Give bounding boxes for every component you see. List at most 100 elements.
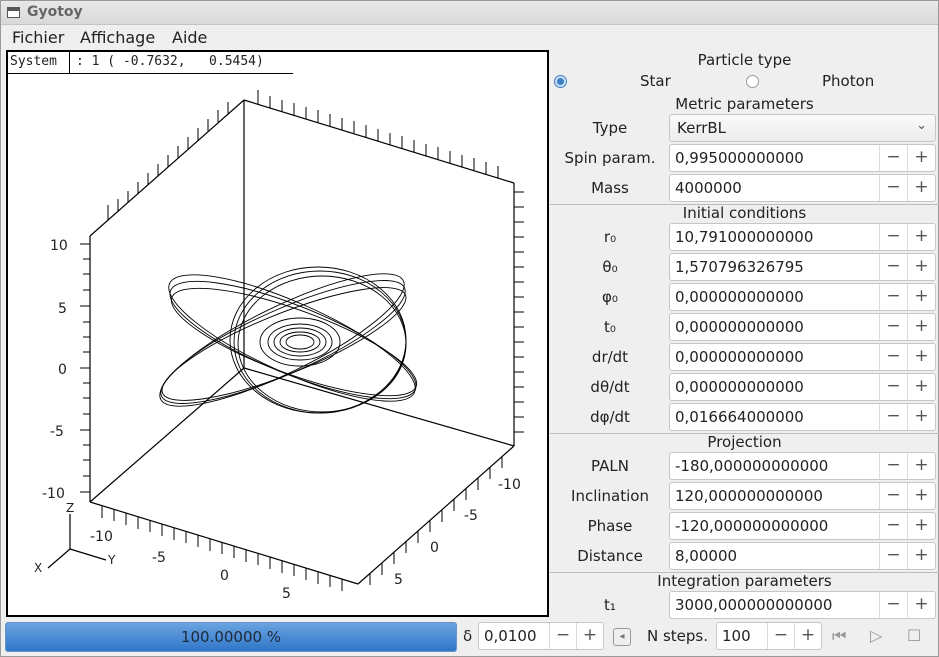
r0-value: 10,791000000000 (675, 228, 814, 246)
inclination-label: Inclination (571, 487, 649, 505)
dthetadt-field[interactable]: 0,000000000000 − + (669, 373, 936, 401)
t1-increment[interactable]: + (907, 592, 935, 618)
title-bar: Gyotoy (1, 1, 938, 25)
t1-decrement[interactable]: − (879, 592, 907, 618)
dphidt-field[interactable]: 0,016664000000 − + (669, 403, 936, 431)
box-edge (89, 99, 245, 237)
dphidt-increment[interactable]: + (907, 404, 935, 430)
t0-field[interactable]: 0,000000000000 − + (669, 313, 936, 341)
orbit-loop (229, 266, 407, 414)
t0-increment[interactable]: + (907, 314, 935, 340)
r0-label: r₀ (603, 228, 617, 246)
orbit-loop (161, 287, 407, 401)
distance-decrement[interactable]: − (879, 543, 907, 569)
radio-photon[interactable] (746, 75, 759, 88)
theta0-increment[interactable]: + (907, 254, 935, 280)
mass-increment[interactable]: + (907, 175, 935, 201)
radio-star[interactable] (554, 75, 567, 88)
drdt-decrement[interactable]: − (879, 344, 907, 370)
left-tick-label: 5 (282, 586, 291, 602)
orbit-plot[interactable]: 10 5 0 -5 -10 -10 -5 0 5 -10 -5 0 5 Z Y … (6, 50, 549, 617)
type-label: Type (592, 119, 628, 137)
phase-increment[interactable]: + (907, 513, 935, 539)
inclination-field[interactable]: 120,000000000000 − + (669, 482, 936, 510)
phi0-field[interactable]: 0,000000000000 − + (669, 283, 936, 311)
reset-icon[interactable]: ◂ (613, 628, 631, 646)
metric-type-select[interactable]: KerrBL ⌄ (669, 114, 936, 142)
spin-value: 0,995000000000 (675, 149, 804, 167)
paln-decrement[interactable]: − (879, 453, 907, 479)
dthetadt-increment[interactable]: + (907, 374, 935, 400)
orbit-core (259, 317, 341, 367)
t1-field[interactable]: 3000,000000000000 − + (669, 591, 936, 619)
dthetadt-label: dθ/dt (590, 378, 630, 396)
dphidt-decrement[interactable]: − (879, 404, 907, 430)
z-tick-label: 0 (58, 362, 67, 378)
r0-increment[interactable]: + (907, 224, 935, 250)
dthetadt-decrement[interactable]: − (879, 374, 907, 400)
nsteps-increment[interactable]: + (794, 623, 821, 649)
phase-decrement[interactable]: − (879, 513, 907, 539)
right-tick-label: 0 (430, 540, 439, 556)
r0-field[interactable]: 10,791000000000 − + (669, 223, 936, 251)
metric-title: Metric parameters (675, 95, 814, 113)
t0-decrement[interactable]: − (879, 314, 907, 340)
box-edge (243, 367, 515, 447)
nsteps-field[interactable]: 100 − + (716, 622, 822, 650)
paln-value: -180,000000000000 (675, 457, 829, 475)
r0-decrement[interactable]: − (879, 224, 907, 250)
menu-fichier[interactable]: Fichier (12, 28, 65, 47)
skip-back-icon[interactable]: ⏮ (832, 626, 847, 645)
section-divider (550, 204, 939, 205)
delta-value: 0,0100 (484, 627, 537, 645)
mass-field[interactable]: 4000000 − + (669, 174, 936, 202)
orbit-loop (170, 287, 418, 397)
phase-field[interactable]: -120,000000000000 − + (669, 512, 936, 540)
drdt-increment[interactable]: + (907, 344, 935, 370)
parameter-panel: Particle type Star Photon Metric paramet… (550, 50, 939, 620)
phase-label: Phase (587, 517, 633, 535)
menu-affichage[interactable]: Affichage (80, 28, 156, 47)
progress-bar: 100.00000 % (5, 622, 457, 652)
coord-system-label: System (8, 52, 70, 74)
inclination-decrement[interactable]: − (879, 483, 907, 509)
left-tick-label: -5 (152, 550, 166, 566)
nsteps-value: 100 (722, 627, 751, 645)
metric-type-value: KerrBL (677, 119, 727, 137)
inclination-increment[interactable]: + (907, 483, 935, 509)
delta-increment[interactable]: + (576, 623, 603, 649)
paln-field[interactable]: -180,000000000000 − + (669, 452, 936, 480)
triad-y (69, 548, 107, 561)
z-tick-label: 10 (50, 238, 68, 254)
delta-label: δ (463, 627, 473, 645)
integration-title: Integration parameters (657, 572, 832, 590)
section-divider (550, 572, 939, 573)
triad-x (47, 548, 71, 569)
theta0-decrement[interactable]: − (879, 254, 907, 280)
section-divider (550, 433, 939, 434)
stop-icon[interactable]: ☐ (907, 626, 922, 645)
coord-readout: System : 1 ( -0.7632, 0.5454) (8, 52, 293, 74)
distance-value: 8,00000 (675, 547, 738, 565)
paln-increment[interactable]: + (907, 453, 935, 479)
play-icon[interactable]: ▷ (870, 626, 883, 645)
spin-decrement[interactable]: − (879, 145, 907, 171)
phase-value: -120,000000000000 (675, 517, 829, 535)
mass-decrement[interactable]: − (879, 175, 907, 201)
coord-value: : 1 ( -0.7632, 0.5454) (76, 54, 264, 69)
menu-aide[interactable]: Aide (172, 28, 208, 47)
theta0-field[interactable]: 1,570796326795 − + (669, 253, 936, 281)
distance-field[interactable]: 8,00000 − + (669, 542, 936, 570)
phi0-value: 0,000000000000 (675, 288, 804, 306)
nsteps-decrement[interactable]: − (767, 623, 794, 649)
phi0-decrement[interactable]: − (879, 284, 907, 310)
dphidt-value: 0,016664000000 (675, 408, 804, 426)
spin-increment[interactable]: + (907, 145, 935, 171)
spin-field[interactable]: 0,995000000000 − + (669, 144, 936, 172)
chevron-down-icon: ⌄ (916, 118, 927, 133)
distance-increment[interactable]: + (907, 543, 935, 569)
phi0-increment[interactable]: + (907, 284, 935, 310)
drdt-field[interactable]: 0,000000000000 − + (669, 343, 936, 371)
delta-field[interactable]: 0,0100 − + (478, 622, 604, 650)
delta-decrement[interactable]: − (549, 623, 576, 649)
